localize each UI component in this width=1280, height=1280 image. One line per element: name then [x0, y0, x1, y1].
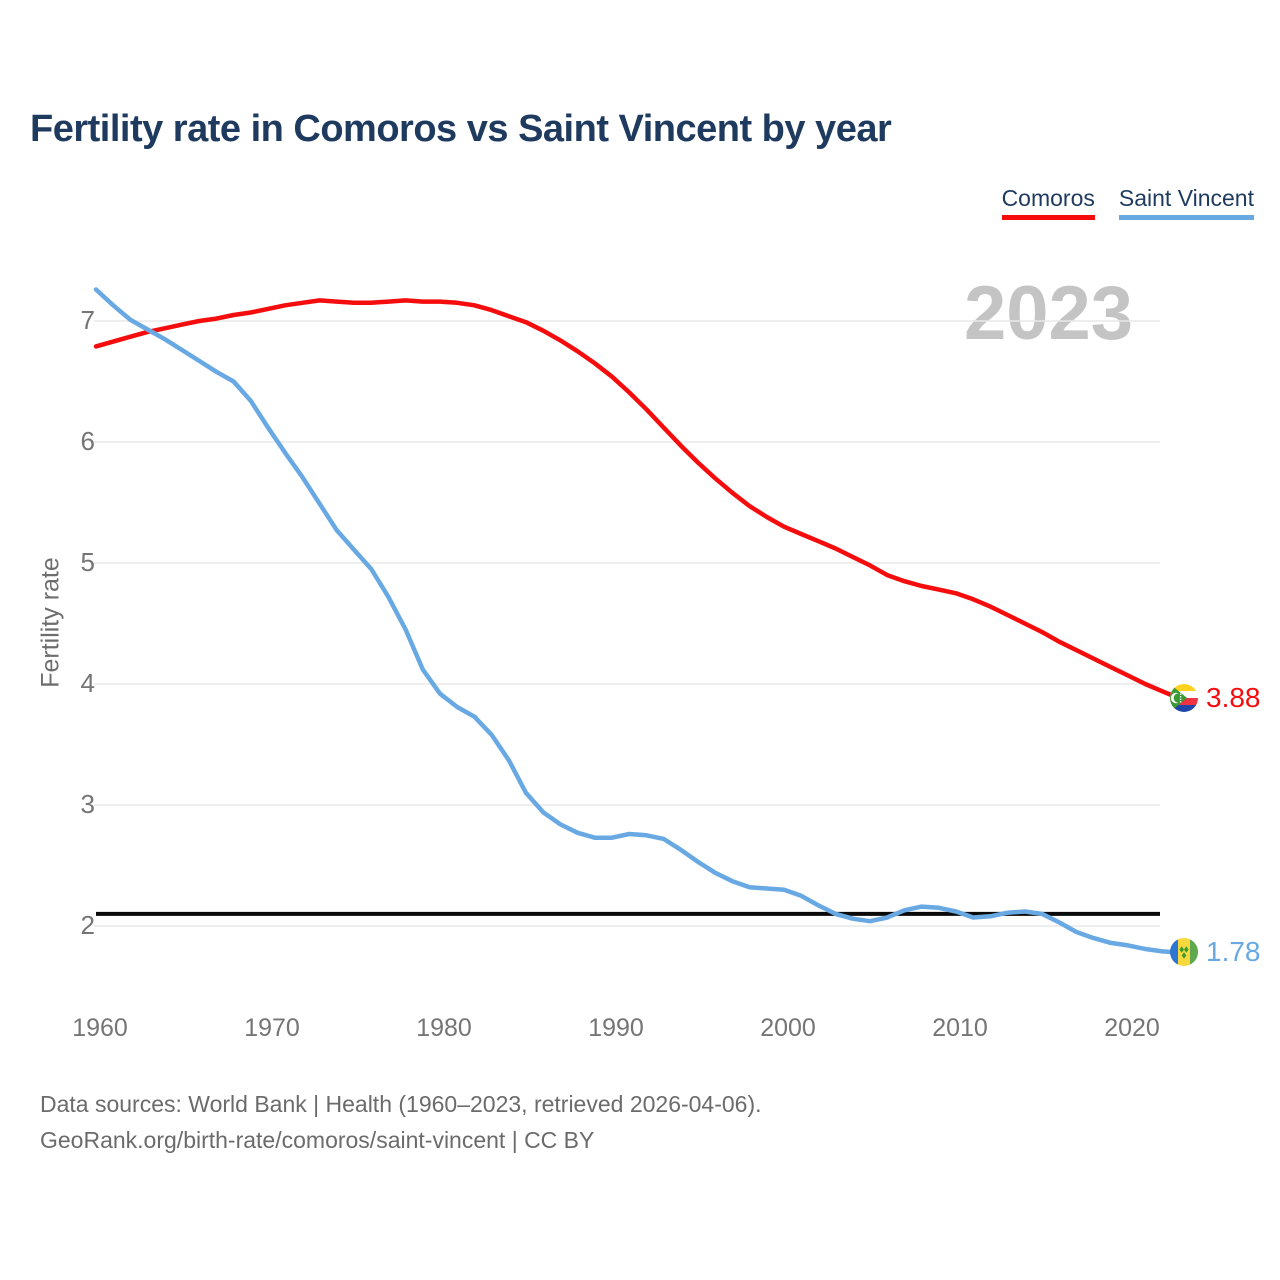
y-tick-4: 4 [80, 668, 95, 698]
saint-vincent-end-value: 1.78 [1206, 936, 1261, 967]
legend-item-saint-vincent[interactable]: Saint Vincent [1118, 185, 1254, 221]
x-tick-1970: 1970 [244, 1014, 300, 1042]
page-title: Fertility rate in Comoros vs Saint Vince… [30, 108, 892, 150]
watermark-year: 2023 [964, 271, 1134, 356]
y-tick-3: 3 [80, 789, 95, 819]
saint-vincent-line [93, 287, 1182, 955]
legend: Comoros Saint Vincent [1001, 185, 1254, 221]
y-tick-7: 7 [80, 305, 95, 335]
x-tick-1990: 1990 [588, 1014, 644, 1042]
saint-vincent-flag-icon [1170, 938, 1198, 966]
comoros-flag-icon [1170, 684, 1198, 712]
x-tick-2020: 2020 [1104, 1014, 1160, 1042]
y-tick-2: 2 [80, 910, 95, 940]
y-tick-5: 5 [80, 547, 95, 577]
legend-item-comoros[interactable]: Comoros [1001, 185, 1095, 221]
x-tick-1960: 1960 [72, 1014, 128, 1042]
x-tick-1980: 1980 [416, 1014, 472, 1042]
comoros-end-value: 3.88 [1206, 682, 1261, 713]
footer-sources-line: Data sources: World Bank | Health (1960–… [40, 1091, 762, 1117]
y-tick-6: 6 [80, 426, 95, 456]
x-tick-2000: 2000 [760, 1014, 816, 1042]
x-tick-2010: 2010 [932, 1014, 988, 1042]
comoros-line [93, 298, 1182, 701]
footer: Data sources: World Bank | Health (1960–… [40, 1086, 762, 1158]
footer-attribution-line: GeoRank.org/birth-rate/comoros/saint-vin… [40, 1127, 595, 1153]
